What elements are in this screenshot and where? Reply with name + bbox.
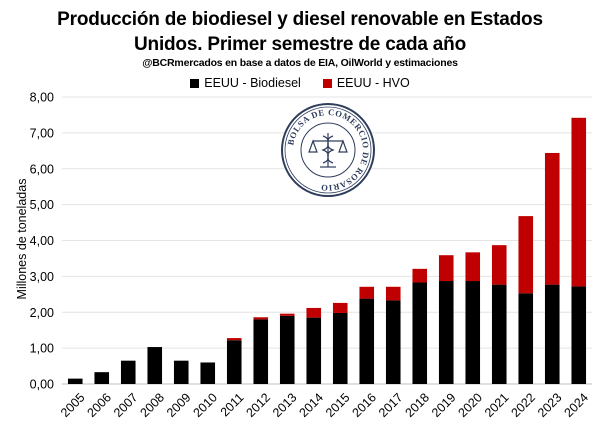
x-tick-label-2022: 2022 xyxy=(509,390,539,420)
bar-biodiesel-2022 xyxy=(518,293,534,384)
y-tick-label: 7,00 xyxy=(30,126,54,140)
y-tick-label: 8,00 xyxy=(30,91,54,105)
y-tick-label: 3,00 xyxy=(30,270,54,284)
x-tick-label-2015: 2015 xyxy=(323,390,353,420)
x-tick-label-2016: 2016 xyxy=(350,390,380,420)
x-tick-label-2005: 2005 xyxy=(58,390,88,420)
bar-hvo-2021 xyxy=(491,245,507,285)
bar-biodiesel-2007 xyxy=(120,360,136,384)
bar-hvo-2024 xyxy=(571,117,587,287)
bar-biodiesel-2006 xyxy=(94,372,110,384)
legend-swatch-biodiesel xyxy=(190,78,200,88)
y-tick-labels: 0,00 1,00 2,00 3,00 4,00 5,00 6,00 7,00 8,00 xyxy=(30,91,54,392)
legend-item-biodiesel: EEUU - Biodiesel xyxy=(190,76,301,90)
caduceus-scales-emblem-icon xyxy=(308,133,348,168)
x-tick-label-2024: 2024 xyxy=(562,390,592,420)
legend-label-biodiesel: EEUU - Biodiesel xyxy=(204,76,301,90)
x-tick-label-2019: 2019 xyxy=(429,390,459,420)
chart-title-line-2: Unidos. Primer semestre de cada año xyxy=(134,34,466,55)
bar-hvo-2014 xyxy=(306,307,322,318)
bar-biodiesel-2017 xyxy=(385,300,401,384)
bar-biodiesel-2011 xyxy=(226,340,242,384)
x-tick-label-2012: 2012 xyxy=(244,390,274,420)
bcr-logo: BOLSA DE COMERCIO DE ROSARIO xyxy=(281,103,375,197)
y-tick-label: 5,00 xyxy=(30,198,54,212)
x-tick-label-2018: 2018 xyxy=(403,390,433,420)
bar-biodiesel-2010 xyxy=(200,362,216,384)
bar-hvo-2015 xyxy=(332,302,348,313)
bar-biodiesel-2016 xyxy=(359,298,375,384)
bar-hvo-2011 xyxy=(226,338,242,341)
x-tick-label-2009: 2009 xyxy=(164,390,194,420)
legend-swatch-hvo xyxy=(322,78,332,88)
bar-biodiesel-2014 xyxy=(306,317,322,384)
x-tick-label-2021: 2021 xyxy=(482,390,512,420)
bar-hvo-2013 xyxy=(279,313,295,316)
x-tick-label-2014: 2014 xyxy=(297,390,327,420)
x-tick-label-2006: 2006 xyxy=(85,390,115,420)
y-tick-label: 4,00 xyxy=(30,234,54,248)
bar-hvo-2012 xyxy=(253,317,269,320)
y-tick-label: 0,00 xyxy=(30,378,54,392)
x-tick-label-2017: 2017 xyxy=(376,390,406,420)
bar-biodiesel-2018 xyxy=(412,282,428,384)
bar-biodiesel-2015 xyxy=(332,312,348,384)
y-tick-label: 2,00 xyxy=(30,306,54,320)
bar-biodiesel-2019 xyxy=(438,281,454,384)
bars xyxy=(67,117,587,384)
bar-biodiesel-2005 xyxy=(67,378,83,384)
bar-biodiesel-2013 xyxy=(279,315,295,384)
bar-hvo-2016 xyxy=(359,286,375,299)
chart-subtitle: @BCRmercados en base a datos de EIA, Oil… xyxy=(142,57,458,69)
x-tick-label-2020: 2020 xyxy=(456,390,486,420)
bar-biodiesel-2012 xyxy=(253,319,269,384)
legend-item-hvo: EEUU - HVO xyxy=(322,76,410,90)
bar-biodiesel-2009 xyxy=(173,360,189,384)
x-tick-label-2011: 2011 xyxy=(218,390,247,419)
bar-biodiesel-2020 xyxy=(465,281,481,384)
bar-hvo-2018 xyxy=(412,268,428,283)
x-tick-label-2008: 2008 xyxy=(138,390,168,420)
bar-biodiesel-2024 xyxy=(571,286,587,384)
y-tick-label: 6,00 xyxy=(30,162,54,176)
bar-hvo-2020 xyxy=(465,252,481,282)
chart-legend: EEUU - Biodiesel EEUU - HVO xyxy=(0,76,600,90)
legend-label-hvo: EEUU - HVO xyxy=(336,76,410,90)
bar-biodiesel-2023 xyxy=(544,284,560,384)
bar-hvo-2017 xyxy=(385,286,401,301)
bar-hvo-2022 xyxy=(518,216,534,294)
x-tick-labels: 2005200620072008200920102011201220132014… xyxy=(58,390,591,420)
chart-title-line-1: Producción de biodiesel y diesel renovab… xyxy=(57,9,543,30)
bar-biodiesel-2021 xyxy=(491,284,507,384)
x-tick-label-2010: 2010 xyxy=(191,390,221,420)
x-tick-label-2007: 2007 xyxy=(111,390,141,420)
bar-hvo-2019 xyxy=(438,255,454,282)
x-tick-label-2013: 2013 xyxy=(270,390,300,420)
x-tick-label-2023: 2023 xyxy=(535,390,565,420)
y-tick-label: 1,00 xyxy=(30,342,54,356)
bar-biodiesel-2008 xyxy=(147,347,163,384)
bar-hvo-2023 xyxy=(544,152,560,285)
